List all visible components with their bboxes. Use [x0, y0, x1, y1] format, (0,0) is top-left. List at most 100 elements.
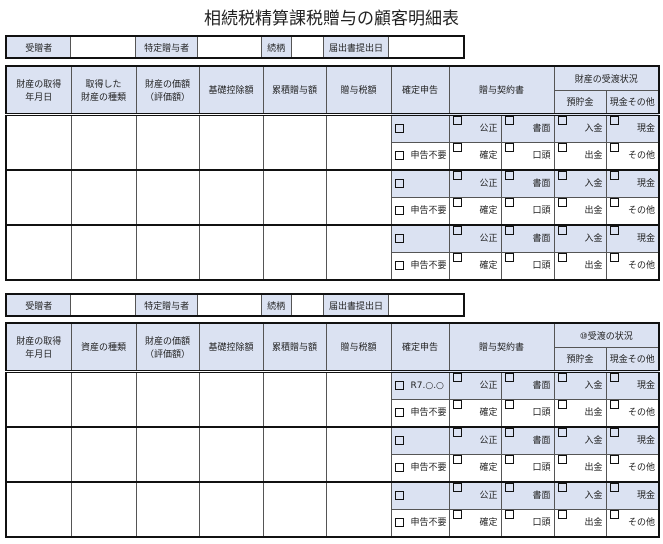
checkbox[interactable] [394, 205, 404, 215]
checkbox[interactable] [557, 372, 567, 382]
data-cell[interactable] [135, 480, 200, 537]
data-cell[interactable] [5, 113, 72, 170]
checkbox[interactable] [394, 490, 404, 500]
ukewatashi-top[interactable]: 現金 [605, 113, 660, 143]
keiyaku-top[interactable]: 公正 [448, 425, 502, 455]
ukewatashi-top[interactable]: 現金 [605, 168, 660, 198]
checkbox[interactable] [452, 197, 462, 207]
shinkoku-top[interactable] [390, 425, 450, 455]
keiyaku-bottom[interactable]: 口頭 [500, 141, 555, 170]
ukewatashi-bottom[interactable]: 出金 [553, 251, 607, 280]
data-cell[interactable] [70, 370, 137, 427]
keiyaku-top[interactable]: 公正 [448, 168, 502, 198]
data-cell[interactable] [5, 370, 72, 427]
keiyaku-top[interactable]: 書面 [500, 480, 555, 510]
checkbox[interactable] [504, 142, 514, 152]
data-cell[interactable] [262, 223, 327, 280]
data-cell[interactable] [262, 168, 327, 225]
keiyaku-bottom[interactable]: 確定 [448, 196, 502, 225]
checkbox[interactable] [504, 115, 514, 125]
ukewatashi-top[interactable]: 入金 [553, 113, 607, 143]
data-cell[interactable] [262, 370, 327, 427]
data-cell[interactable] [198, 113, 264, 170]
checkbox[interactable] [609, 197, 619, 207]
checkbox[interactable] [452, 170, 462, 180]
keiyaku-top[interactable]: 書面 [500, 113, 555, 143]
data-cell[interactable] [325, 425, 392, 482]
shinkoku-top[interactable] [390, 223, 450, 253]
checkbox[interactable] [557, 142, 567, 152]
data-cell[interactable] [198, 480, 264, 537]
data-cell[interactable] [325, 223, 392, 280]
data-cell[interactable] [70, 168, 137, 225]
ukewatashi-top[interactable]: 入金 [553, 370, 607, 400]
ukewatashi-bottom[interactable]: その他 [605, 141, 660, 170]
ukewatashi-bottom[interactable]: 出金 [553, 508, 607, 537]
keiyaku-bottom[interactable]: 確定 [448, 508, 502, 537]
data-cell[interactable] [135, 223, 200, 280]
checkbox[interactable] [394, 407, 404, 417]
checkbox[interactable] [609, 142, 619, 152]
keiyaku-bottom[interactable]: 確定 [448, 398, 502, 427]
keiyaku-bottom[interactable]: 口頭 [500, 196, 555, 225]
checkbox[interactable] [504, 197, 514, 207]
checkbox[interactable] [609, 427, 619, 437]
checkbox[interactable] [394, 150, 404, 160]
ukewatashi-top[interactable]: 現金 [605, 370, 660, 400]
checkbox[interactable] [394, 517, 404, 527]
keiyaku-bottom[interactable]: 口頭 [500, 508, 555, 537]
ukewatashi-top[interactable]: 入金 [553, 223, 607, 253]
data-cell[interactable] [70, 480, 137, 537]
info-input[interactable] [389, 37, 463, 57]
info-input[interactable] [71, 295, 136, 315]
checkbox[interactable] [609, 399, 619, 409]
checkbox[interactable] [394, 462, 404, 472]
keiyaku-top[interactable]: 書面 [500, 168, 555, 198]
keiyaku-top[interactable]: 公正 [448, 223, 502, 253]
keiyaku-top[interactable]: 公正 [448, 480, 502, 510]
data-cell[interactable] [5, 425, 72, 482]
ukewatashi-bottom[interactable]: その他 [605, 251, 660, 280]
info-input[interactable] [198, 295, 262, 315]
info-input[interactable] [71, 37, 136, 57]
data-cell[interactable] [5, 480, 72, 537]
data-cell[interactable] [135, 370, 200, 427]
ukewatashi-bottom[interactable]: 出金 [553, 453, 607, 482]
checkbox[interactable] [557, 115, 567, 125]
checkbox[interactable] [394, 260, 404, 270]
checkbox[interactable] [452, 427, 462, 437]
info-input[interactable] [198, 37, 262, 57]
checkbox[interactable] [394, 435, 404, 445]
checkbox[interactable] [394, 123, 404, 133]
checkbox[interactable] [557, 482, 567, 492]
checkbox[interactable] [452, 225, 462, 235]
checkbox[interactable] [609, 454, 619, 464]
shinkoku-bottom[interactable]: 申告不要 [390, 251, 450, 280]
data-cell[interactable] [135, 168, 200, 225]
info-input[interactable] [389, 295, 463, 315]
ukewatashi-bottom[interactable]: その他 [605, 453, 660, 482]
shinkoku-top[interactable]: R7.○.○ [390, 370, 450, 400]
checkbox[interactable] [504, 372, 514, 382]
ukewatashi-bottom[interactable]: その他 [605, 398, 660, 427]
checkbox[interactable] [557, 197, 567, 207]
data-cell[interactable] [325, 168, 392, 225]
keiyaku-bottom[interactable]: 口頭 [500, 453, 555, 482]
keiyaku-bottom[interactable]: 確定 [448, 453, 502, 482]
checkbox[interactable] [504, 225, 514, 235]
checkbox[interactable] [504, 482, 514, 492]
checkbox[interactable] [557, 427, 567, 437]
keiyaku-top[interactable]: 公正 [448, 370, 502, 400]
data-cell[interactable] [198, 370, 264, 427]
checkbox[interactable] [609, 225, 619, 235]
keiyaku-bottom[interactable]: 口頭 [500, 398, 555, 427]
keiyaku-bottom[interactable]: 確定 [448, 251, 502, 280]
data-cell[interactable] [198, 425, 264, 482]
shinkoku-bottom[interactable]: 申告不要 [390, 141, 450, 170]
data-cell[interactable] [5, 223, 72, 280]
data-cell[interactable] [262, 425, 327, 482]
ukewatashi-bottom[interactable]: その他 [605, 508, 660, 537]
keiyaku-bottom[interactable]: 確定 [448, 141, 502, 170]
ukewatashi-bottom[interactable]: 出金 [553, 196, 607, 225]
checkbox[interactable] [452, 399, 462, 409]
